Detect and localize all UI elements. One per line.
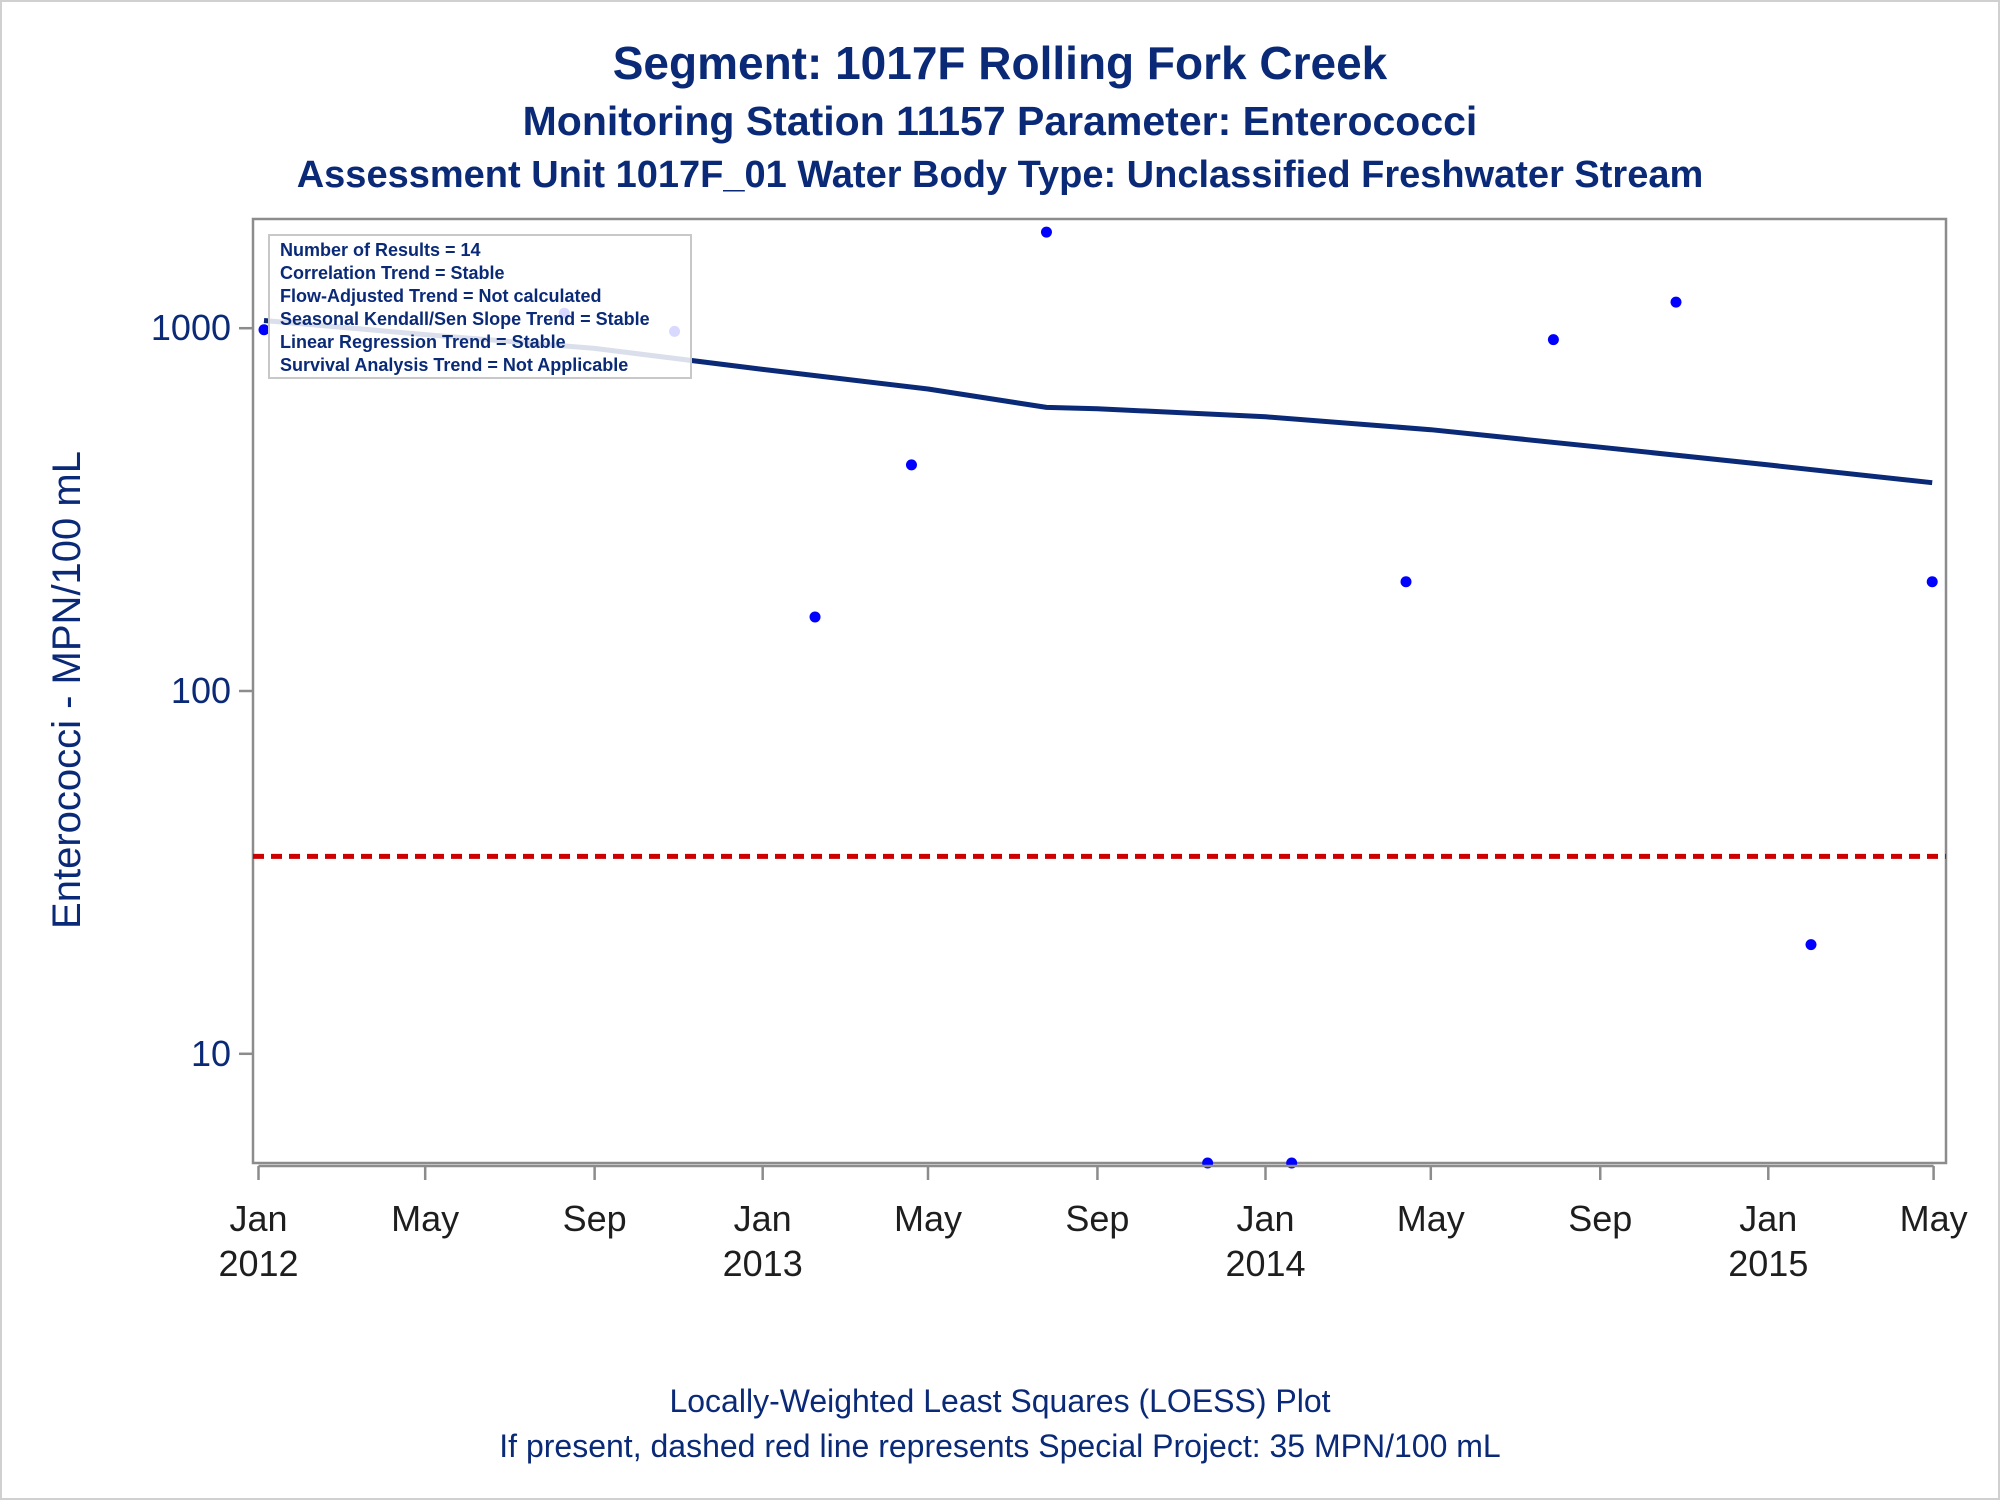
stats-line: Correlation Trend = Stable bbox=[280, 263, 505, 283]
x-tick-label: Sep bbox=[1065, 1198, 1129, 1239]
data-point bbox=[905, 459, 917, 471]
x-tick-label: Jan bbox=[229, 1198, 287, 1239]
stats-line: Linear Regression Trend = Stable bbox=[280, 332, 566, 352]
x-tick-year-label: 2013 bbox=[723, 1243, 803, 1284]
data-point bbox=[1547, 334, 1559, 346]
footnote-reference-line: If present, dashed red line represents S… bbox=[499, 1428, 1501, 1464]
stats-line: Survival Analysis Trend = Not Applicable bbox=[280, 355, 628, 375]
data-point bbox=[1040, 226, 1052, 238]
x-tick-label: Jan bbox=[1739, 1198, 1797, 1239]
data-point bbox=[1805, 939, 1817, 951]
stats-line: Seasonal Kendall/Sen Slope Trend = Stabl… bbox=[280, 309, 650, 329]
y-tick-label: 10 bbox=[191, 1033, 231, 1074]
x-tick-label: Jan bbox=[1236, 1198, 1294, 1239]
y-tick-label: 100 bbox=[171, 670, 231, 711]
data-point bbox=[809, 611, 821, 623]
x-tick-label: May bbox=[1900, 1198, 1968, 1239]
data-point bbox=[1400, 576, 1412, 588]
stats-line: Number of Results = 14 bbox=[280, 240, 481, 260]
chart-subtitle-2: Assessment Unit 1017F_01 Water Body Type… bbox=[296, 154, 1704, 196]
x-tick-year-label: 2012 bbox=[218, 1243, 298, 1284]
x-tick-label: Jan bbox=[734, 1198, 792, 1239]
data-point bbox=[258, 324, 270, 336]
x-tick-year-label: 2015 bbox=[1728, 1243, 1808, 1284]
chart-title: Segment: 1017F Rolling Fork Creek bbox=[612, 37, 1388, 89]
data-point bbox=[1926, 576, 1938, 588]
x-tick-label: May bbox=[894, 1198, 962, 1239]
y-axis-label: Enterococci - MPN/100 mL bbox=[45, 451, 89, 929]
x-tick-year-label: 2014 bbox=[1225, 1243, 1305, 1284]
x-tick-label: Sep bbox=[1568, 1198, 1632, 1239]
data-point bbox=[1670, 296, 1682, 308]
chart-subtitle: Monitoring Station 11157 Parameter: Ente… bbox=[522, 98, 1478, 144]
x-tick-label: May bbox=[391, 1198, 459, 1239]
y-tick-label: 1000 bbox=[151, 307, 231, 348]
stats-line: Flow-Adjusted Trend = Not calculated bbox=[280, 286, 602, 306]
x-tick-label: May bbox=[1397, 1198, 1465, 1239]
stats-box: Number of Results = 14 Correlation Trend… bbox=[268, 234, 692, 379]
footnote-plot-type: Locally-Weighted Least Squares (LOESS) P… bbox=[669, 1383, 1331, 1419]
x-tick-label: Sep bbox=[563, 1198, 627, 1239]
